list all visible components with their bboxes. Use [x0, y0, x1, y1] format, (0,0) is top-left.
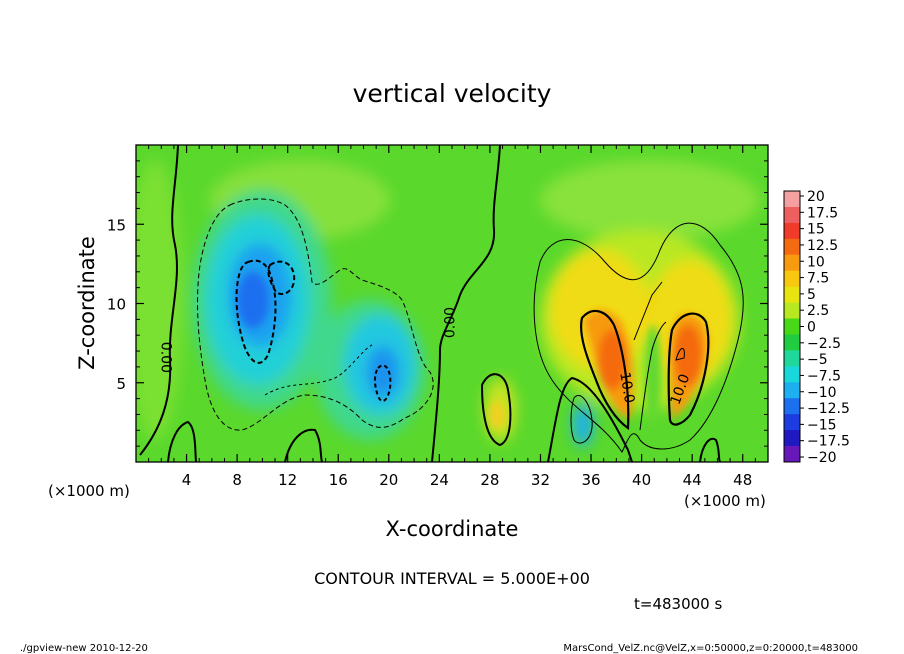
colorbar-swatch	[784, 350, 800, 367]
colorbar-label: 20	[807, 189, 825, 205]
colorbar-swatch	[784, 446, 800, 463]
colorbar-swatch	[784, 382, 800, 399]
x-tick-label: 28	[480, 471, 499, 489]
footer-left: ./gpview-new 2010-12-20	[20, 643, 148, 654]
colorbar-label: 2.5	[807, 303, 829, 319]
contour-label: 0.00	[442, 307, 458, 338]
x-tick-label: 32	[531, 471, 550, 489]
x-tick-label: 24	[430, 471, 449, 489]
colorbar-label: 0	[807, 320, 816, 336]
contour-interval: CONTOUR INTERVAL = 5.000E+00	[314, 569, 590, 588]
y-tick-label: 10	[107, 296, 126, 314]
colorbar-label: −10	[807, 385, 837, 401]
contour-label-text: 0.00	[157, 342, 173, 373]
contour-label: 0.00	[157, 342, 173, 373]
contour-label-text: 0.00	[442, 307, 458, 338]
x-tick-label: 12	[278, 471, 297, 489]
colorbar-label: 12.5	[807, 238, 838, 254]
colorbar-swatch	[784, 270, 800, 288]
colorbar-swatch	[784, 206, 800, 224]
y-tick-label: 5	[116, 375, 126, 393]
footer-right: MarsCond_VelZ.nc@VelZ,x=0:50000,z=0:2000…	[563, 643, 858, 654]
colorbar-label: 5	[807, 287, 816, 303]
x-axis-label: X-coordinate	[386, 517, 519, 541]
colorbar-swatch	[784, 238, 800, 256]
y-axis-label: Z-coordinate	[75, 236, 99, 370]
x-tick-label: 8	[232, 471, 242, 489]
colorbar-swatch	[784, 222, 800, 240]
colorbar-label: −12.5	[807, 401, 850, 417]
colorbar-swatch	[784, 254, 800, 272]
colorbar-swatch	[784, 414, 800, 431]
y-axis: 5 10 15	[107, 160, 768, 447]
contour-label: 10.0	[616, 371, 637, 404]
color-field	[136, 145, 768, 462]
x-axis: 4 8 12 16 20 24 28 32 36 40 44 48	[148, 145, 756, 489]
y-tick-label: 15	[107, 216, 126, 234]
x-tick-label: 44	[683, 471, 702, 489]
colorbar-label: 7.5	[807, 271, 829, 287]
x-tick-label: 4	[182, 471, 192, 489]
colorbar-swatch	[784, 366, 800, 383]
x-tick-label: 48	[733, 471, 752, 489]
x-unit-left: (×1000 m)	[48, 482, 130, 500]
chart-title: vertical velocity	[353, 79, 552, 108]
contour-label-text: 10.0	[616, 371, 637, 404]
colorbar: 2017.51512.5107.552.50−2.5−5−7.5−10−12.5…	[783, 189, 850, 466]
x-unit-right: (×1000 m)	[684, 492, 766, 510]
x-tick-label: 40	[632, 471, 651, 489]
colorbar-label: −20	[807, 450, 837, 466]
x-tick-label: 20	[379, 471, 398, 489]
colorbar-swatch	[784, 286, 800, 303]
colorbar-label: −17.5	[807, 434, 850, 450]
colorbar-label: −7.5	[807, 368, 841, 384]
x-tick-label: 36	[581, 471, 600, 489]
colorbar-label: −15	[807, 417, 837, 433]
colorbar-label: 10	[807, 254, 825, 270]
colorbar-label: −5	[807, 352, 828, 368]
colorbar-label: 17.5	[807, 205, 838, 221]
x-tick-label: 16	[329, 471, 348, 489]
colorbar-swatch	[784, 318, 800, 335]
colorbar-swatch	[784, 334, 800, 351]
time-label: t=483000 s	[634, 595, 722, 613]
contour-lines	[139, 145, 744, 462]
colorbar-swatch	[784, 302, 800, 319]
colorbar-swatch	[784, 191, 800, 208]
colorbar-swatch	[784, 398, 800, 415]
colorbar-swatch	[784, 430, 800, 447]
colorbar-label: −2.5	[807, 336, 841, 352]
colorbar-label: 15	[807, 222, 825, 238]
